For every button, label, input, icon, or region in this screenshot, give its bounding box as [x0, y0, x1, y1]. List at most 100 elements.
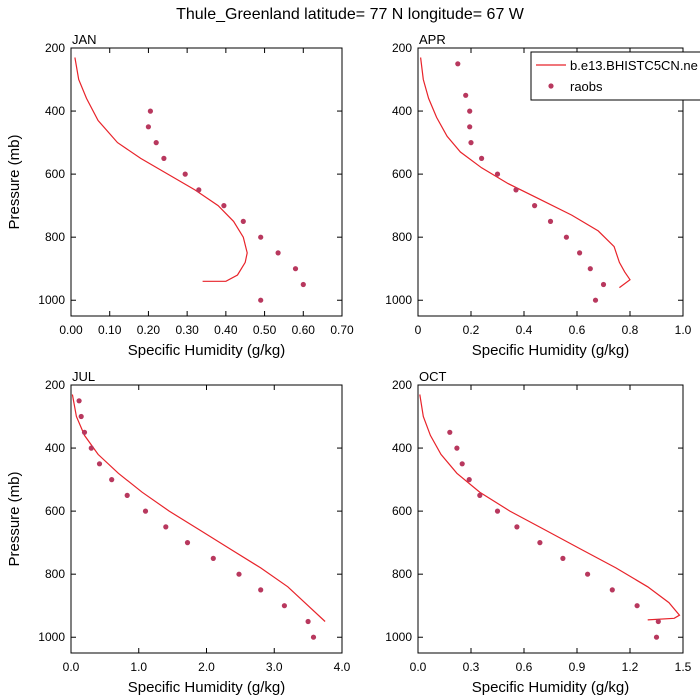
x-tick-label-jan: 0.00 — [59, 323, 83, 337]
raobs-point-oct — [447, 429, 453, 435]
raobs-point-oct — [585, 571, 591, 577]
x-tick-label-jan: 0.30 — [175, 323, 199, 337]
raobs-point-apr — [547, 218, 554, 224]
raobs-point-jul — [78, 413, 84, 420]
raobs-point-jul — [96, 461, 103, 467]
x-axis-label-jan: Specific Humidity (g/kg) — [128, 342, 286, 359]
raobs-point-oct — [477, 492, 483, 498]
raobs-point-jul — [76, 398, 82, 404]
raobs-point-jul — [281, 603, 287, 609]
raobs-point-jul — [210, 555, 216, 562]
panel-label-oct: OCT — [419, 369, 447, 384]
raobs-point-jan — [258, 234, 264, 240]
raobs-point-oct — [459, 461, 465, 467]
raobs-point-apr — [467, 108, 473, 114]
raobs-point-jan — [182, 171, 188, 177]
panel-jan: JAN 0.00 0.10 0.20 0.30 0.40 0.50 0.60 0.70 200 40… — [6, 32, 354, 359]
x-axis-label-oct: Specific Humidity (g/kg) — [472, 679, 630, 696]
x-tick-label-jul: 2.0 — [198, 660, 215, 674]
raobs-point-oct — [466, 477, 472, 483]
raobs-point-oct — [653, 634, 660, 640]
panel-jul: JUL 0.0 1.0 2.0 3.0 4.0 200 400 600 800 1000 Specif… — [6, 369, 351, 696]
series-line-model-jul — [71, 394, 326, 622]
raobs-point-jul — [81, 429, 88, 435]
x-axis-label-jul: Specific Humidity (g/kg) — [128, 679, 286, 696]
raobs-point-jul — [184, 540, 191, 546]
y-tick-label-oct: 1000 — [385, 630, 412, 644]
x-tick-label-apr: 0.6 — [569, 323, 586, 337]
raobs-point-jul — [258, 587, 264, 593]
panel-label-jan: JAN — [72, 32, 97, 47]
x-tick-label-jan: 0.40 — [214, 323, 238, 337]
raobs-point-apr — [592, 297, 599, 303]
y-tick-label-apr: 1000 — [385, 293, 412, 307]
raobs-point-apr — [532, 203, 538, 209]
x-tick-label-jul: 4.0 — [334, 660, 351, 674]
y-tick-label-apr: 200 — [392, 41, 412, 55]
plot-frame-apr — [417, 47, 684, 317]
raobs-point-jan — [292, 266, 299, 272]
raobs-point-jan — [145, 124, 151, 130]
raobs-point-jul — [236, 571, 242, 577]
raobs-point-oct — [609, 587, 615, 593]
y-tick-label-oct: 800 — [392, 567, 412, 581]
raobs-point-apr — [494, 171, 501, 177]
legend-entry-raobs: raobs — [570, 79, 603, 94]
legend: b.e13.BHISTC5CN.ne raobs — [530, 51, 700, 101]
x-tick-label-apr: 1.0 — [675, 323, 692, 337]
y-tick-label-jan: 600 — [45, 167, 65, 181]
raobs-point-oct — [514, 524, 520, 530]
x-tick-label-jan: 0.20 — [137, 323, 161, 337]
x-tick-label-jan: 0.70 — [330, 323, 354, 337]
raobs-point-oct — [634, 603, 640, 609]
y-tick-label-oct: 600 — [392, 504, 412, 518]
raobs-point-jan — [221, 203, 227, 209]
y-tick-label-apr: 400 — [392, 104, 412, 118]
raobs-point-jan — [258, 297, 264, 303]
x-tick-label-jul: 0.0 — [63, 660, 80, 674]
y-axis-label-jul: Pressure (mb) — [6, 471, 23, 566]
x-tick-label-jul: 1.0 — [130, 660, 147, 674]
x-tick-label-jan: 0.50 — [253, 323, 277, 337]
y-tick-label-apr: 800 — [392, 230, 412, 244]
series-line-model-jan — [74, 57, 248, 282]
y-tick-label-jul: 600 — [45, 504, 65, 518]
y-tick-label-oct: 200 — [392, 378, 412, 392]
y-tick-label-apr: 600 — [392, 167, 412, 181]
raobs-point-apr — [479, 155, 485, 161]
raobs-point-apr — [467, 124, 473, 130]
y-tick-label-jan: 1000 — [38, 293, 65, 307]
x-tick-label-apr: 0.8 — [622, 323, 639, 337]
x-axis-label-apr: Specific Humidity (g/kg) — [472, 342, 630, 359]
x-tick-label-oct: 0.0 — [410, 660, 427, 674]
series-line-model-oct — [419, 394, 681, 621]
x-tick-label-oct: 1.5 — [675, 660, 692, 674]
legend-entry-model: b.e13.BHISTC5CN.ne — [570, 58, 698, 73]
y-tick-label-jul: 200 — [45, 378, 65, 392]
raobs-point-jul — [310, 634, 317, 640]
raobs-point-jul — [124, 492, 130, 498]
raobs-point-jan — [147, 108, 153, 114]
raobs-point-jul — [142, 508, 149, 514]
legend-marker-swatch — [548, 83, 554, 89]
x-tick-label-apr: 0 — [415, 323, 422, 337]
raobs-point-jul — [163, 524, 169, 530]
raobs-point-jan — [196, 187, 202, 193]
y-axis-label-jan: Pressure (mb) — [6, 134, 23, 229]
chart-title: Thule_Greenland latitude= 77 N longitude… — [176, 6, 525, 23]
raobs-point-jan — [300, 281, 306, 288]
x-tick-label-apr: 0.4 — [516, 323, 533, 337]
panel-apr: APR 0 0.2 0.4 0.6 0.8 1.0 200 400 600 800 1000 Speci… — [385, 32, 691, 359]
x-tick-label-jul: 3.0 — [266, 660, 283, 674]
raobs-point-oct — [560, 555, 566, 562]
raobs-point-jan — [153, 140, 159, 146]
raobs-point-jul — [305, 618, 311, 625]
raobs-point-jan — [275, 250, 281, 256]
raobs-point-apr — [600, 281, 607, 288]
x-tick-label-jan: 0.60 — [292, 323, 316, 337]
raobs-point-oct — [655, 618, 661, 625]
panel-oct: OCT 0.0 0.3 0.6 0.9 1.2 1.5 200 400 600 800 1000 Spe… — [385, 369, 691, 696]
y-tick-label-jul: 800 — [45, 567, 65, 581]
series-line-model-apr — [420, 57, 631, 289]
